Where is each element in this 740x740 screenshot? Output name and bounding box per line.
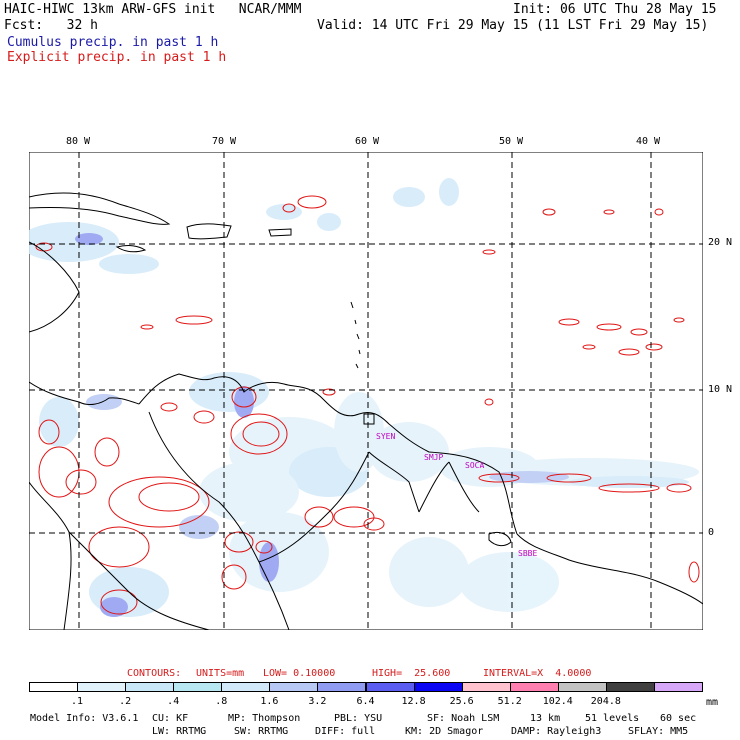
footer-sw: SW: RRTMG xyxy=(234,726,289,737)
colorbar-label: .2 xyxy=(119,696,132,707)
footer-lw: LW: RRTMG xyxy=(152,726,207,737)
footer-diff: DIFF: full xyxy=(315,726,376,737)
colorbar-label: 6.4 xyxy=(356,696,375,707)
colorbar-label: .8 xyxy=(215,696,228,707)
lon-label-80w: 80 W xyxy=(66,136,91,147)
colorbar-label: .1 xyxy=(71,696,84,707)
contours-label: CONTOURS: xyxy=(127,668,182,679)
contours-units: UNITS=mm xyxy=(196,668,245,679)
map-title: HAIC-HIWC 13km ARW-GFS init NCAR/MMM xyxy=(4,2,302,17)
colorbar-label: .4 xyxy=(167,696,180,707)
colorbar-label: 204.8 xyxy=(590,696,621,707)
station-sbbe: SBBE xyxy=(518,549,538,558)
station-smjp: SMJP xyxy=(424,453,444,462)
coastlines xyxy=(29,192,703,630)
colorbar-cell xyxy=(653,682,703,692)
explicit-legend: Explicit precip. in past 1 h xyxy=(7,50,227,65)
cumulus-legend: Cumulus precip. in past 1 h xyxy=(7,35,219,50)
colorbar-cell xyxy=(173,682,223,692)
footer-km: KM: 2D Smagor xyxy=(405,726,484,737)
lat-label-10n: 10 N xyxy=(708,384,733,395)
station-soca: SOCA xyxy=(465,461,485,470)
colorbar-cell xyxy=(29,682,79,692)
colorbar-cell xyxy=(461,682,511,692)
footer-cu: CU: KF xyxy=(152,713,189,724)
footer-pbl: PBL: YSU xyxy=(334,713,383,724)
init-time: Init: 06 UTC Thu 28 May 15 xyxy=(513,2,717,17)
colorbar-label: 3.2 xyxy=(308,696,327,707)
footer-model-info: Model Info: V3.6.1 xyxy=(30,713,139,724)
lat-label-0: 0 xyxy=(708,527,715,538)
colorbar-unit: mm xyxy=(706,697,719,708)
colorbar-cell xyxy=(413,682,463,692)
colorbar-cell xyxy=(605,682,655,692)
station-syen: SYEN xyxy=(376,432,396,441)
map-frame xyxy=(29,152,703,630)
colorbar-cell xyxy=(221,682,271,692)
lon-label-40w: 40 W xyxy=(636,136,661,147)
lon-label-50w: 50 W xyxy=(499,136,524,147)
contours-high: HIGH= 25.600 xyxy=(372,668,451,679)
colorbar-cell xyxy=(557,682,607,692)
colorbar-cell xyxy=(509,682,559,692)
footer-timestep: 60 sec xyxy=(660,713,697,724)
colorbar-cell xyxy=(365,682,415,692)
footer-levels: 51 levels xyxy=(585,713,640,724)
footer-resolution: 13 km xyxy=(530,713,561,724)
footer-sf: SF: Noah LSM xyxy=(427,713,500,724)
footer-sflay: SFLAY: MM5 xyxy=(628,726,689,737)
lon-label-70w: 70 W xyxy=(212,136,237,147)
precip-map xyxy=(29,152,703,630)
footer-damp: DAMP: Rayleigh3 xyxy=(511,726,602,737)
colorbar-label: 102.4 xyxy=(542,696,573,707)
graticule xyxy=(29,152,703,630)
lat-label-20n: 20 N xyxy=(708,237,733,248)
contours-interval: INTERVAL=X 4.0000 xyxy=(483,668,592,679)
colorbar-label: 1.6 xyxy=(260,696,279,707)
forecast-hour: Fcst: 32 h xyxy=(4,18,98,33)
colorbar-cell xyxy=(317,682,367,692)
contours-low: LOW= 0.10000 xyxy=(263,668,336,679)
valid-time: Valid: 14 UTC Fri 29 May 15 (11 LST Fri … xyxy=(317,18,709,33)
colorbar-label: 25.6 xyxy=(449,696,474,707)
colorbar-label: 12.8 xyxy=(401,696,426,707)
colorbar-cell xyxy=(269,682,319,692)
colorbar-cell xyxy=(125,682,175,692)
colorbar-cell xyxy=(77,682,127,692)
footer-mp: MP: Thompson xyxy=(228,713,301,724)
colorbar-label: 51.2 xyxy=(497,696,522,707)
lon-label-60w: 60 W xyxy=(355,136,380,147)
